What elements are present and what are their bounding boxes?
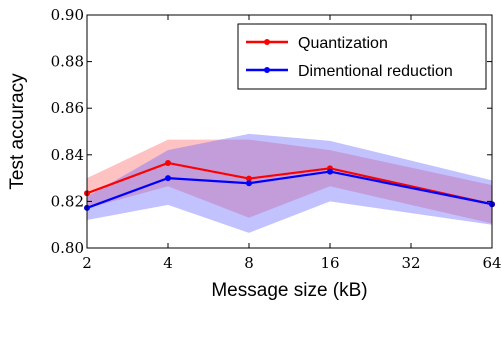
x-tick-label: 32 [401, 254, 420, 272]
x-axis-label: Message size (kB) [211, 280, 367, 301]
point-dimentional-reduction [246, 180, 252, 187]
y-tick-label: 0.90 [51, 6, 84, 24]
legend-label-quantization: Quantization [298, 35, 388, 52]
y-axis-label: Test accuracy [7, 73, 28, 190]
point-quantization [165, 159, 171, 166]
legend-entry-quantization: Quantization [246, 35, 388, 52]
y-tick-label: 0.84 [51, 146, 84, 164]
band-dimentional-reduction [87, 133, 492, 233]
point-quantization [246, 175, 252, 182]
axis-ticks: 2 4 8 16 32 64 0.80 0.82 0.84 0.86 0.88 0.90 [51, 6, 501, 272]
y-tick-label: 0.86 [51, 99, 84, 117]
legend-entry-dimentional-reduction: Dimentional reduction [246, 63, 453, 80]
point-dimentional-reduction [165, 175, 171, 182]
legend-marker-dimentional-reduction [264, 67, 270, 73]
legend-box [237, 23, 487, 90]
legend-label-dimentional-reduction: Dimentional reduction [298, 63, 453, 80]
y-tick-label: 0.80 [51, 239, 84, 257]
legend-marker-quantization [264, 39, 270, 45]
x-tick-label: 4 [163, 254, 173, 272]
x-tick-label: 8 [244, 254, 254, 272]
plot-frame [86, 14, 493, 249]
y-tick-label: 0.82 [51, 192, 84, 210]
y-tick-label: 0.88 [51, 53, 84, 71]
x-tick-label: 64 [482, 254, 501, 272]
point-dimentional-reduction [327, 168, 333, 175]
legend: Quantization Dimentional reduction [237, 23, 487, 90]
confidence-bands [87, 133, 492, 233]
x-tick-label: 2 [82, 254, 92, 272]
x-tick-label: 16 [320, 254, 339, 272]
band-quantization [87, 139, 492, 224]
